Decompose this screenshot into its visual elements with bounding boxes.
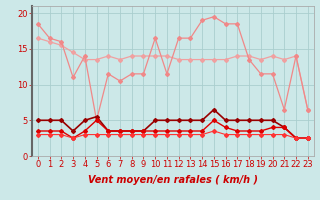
X-axis label: Vent moyen/en rafales ( km/h ): Vent moyen/en rafales ( km/h )	[88, 175, 258, 185]
